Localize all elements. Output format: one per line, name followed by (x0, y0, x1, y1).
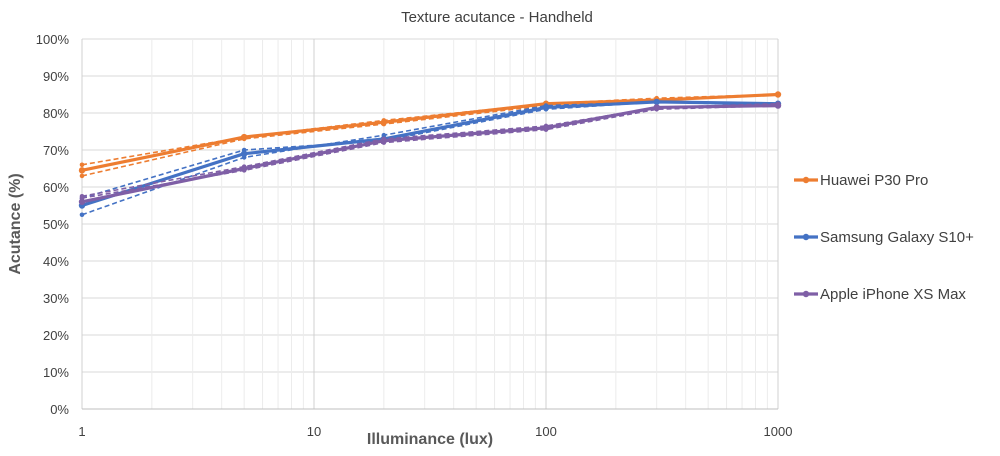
x-axis-label: Illuminance (lux) (367, 431, 493, 448)
data-point (240, 133, 248, 141)
data-point (380, 119, 388, 126)
data-point (542, 104, 550, 111)
x-tick-label: 10 (307, 424, 321, 439)
series-lines (78, 91, 782, 218)
y-tick-label: 20% (43, 328, 69, 343)
series-1 (78, 98, 782, 218)
series-main-line (81, 92, 779, 172)
y-tick-label: 60% (43, 180, 69, 195)
data-point (380, 137, 388, 144)
data-point (542, 124, 550, 131)
series-main-line (81, 104, 779, 204)
data-point (774, 102, 782, 109)
y-tick-label: 70% (43, 143, 69, 158)
y-tick-label: 0% (50, 402, 69, 417)
data-point (79, 212, 85, 218)
y-tick-label: 90% (43, 69, 69, 84)
y-tick-label: 50% (43, 217, 69, 232)
data-point (240, 150, 248, 157)
legend-item: Huawei P30 Pro (794, 172, 928, 189)
y-axis-label: Acutance (%) (7, 173, 24, 274)
y-tick-label: 30% (43, 291, 69, 306)
x-tick-labels: 1 10 100 1000 (78, 424, 792, 439)
data-point (79, 162, 85, 168)
y-tick-label: 40% (43, 254, 69, 269)
series-variant-line (81, 101, 779, 199)
legend-marker (802, 233, 810, 241)
y-tick-labels: 0% 10% 20% 30% 40% 50% 60% 70% 80% 90% 100% (36, 32, 70, 417)
data-point (240, 165, 248, 172)
legend-label: Apple iPhone XS Max (820, 286, 966, 303)
y-tick-label: 10% (43, 365, 69, 380)
x-tick-label: 1000 (764, 424, 793, 439)
data-point (79, 193, 85, 199)
data-point (79, 173, 85, 179)
data-point (653, 98, 660, 106)
y-tick-label: 80% (43, 106, 69, 121)
legend: Huawei P30 Pro Samsung Galaxy S10+ Apple i… (794, 172, 974, 303)
x-tick-label: 100 (535, 424, 557, 439)
data-point (78, 198, 86, 205)
x-tick-label: 1 (78, 424, 85, 439)
y-tick-label: 100% (36, 32, 70, 47)
data-point (78, 167, 86, 174)
data-point (653, 104, 660, 111)
chart-title: Texture acutance - Handheld (401, 9, 593, 26)
legend-item: Apple iPhone XS Max (794, 286, 966, 303)
series-main-line (81, 100, 779, 208)
gridlines (81, 38, 779, 410)
series-2 (78, 101, 782, 205)
legend-item: Samsung Galaxy S10+ (794, 229, 974, 246)
legend-marker (802, 176, 810, 184)
data-point (774, 91, 782, 98)
legend-marker (802, 290, 810, 298)
legend-label: Huawei P30 Pro (820, 172, 928, 189)
legend-label: Samsung Galaxy S10+ (820, 229, 974, 246)
